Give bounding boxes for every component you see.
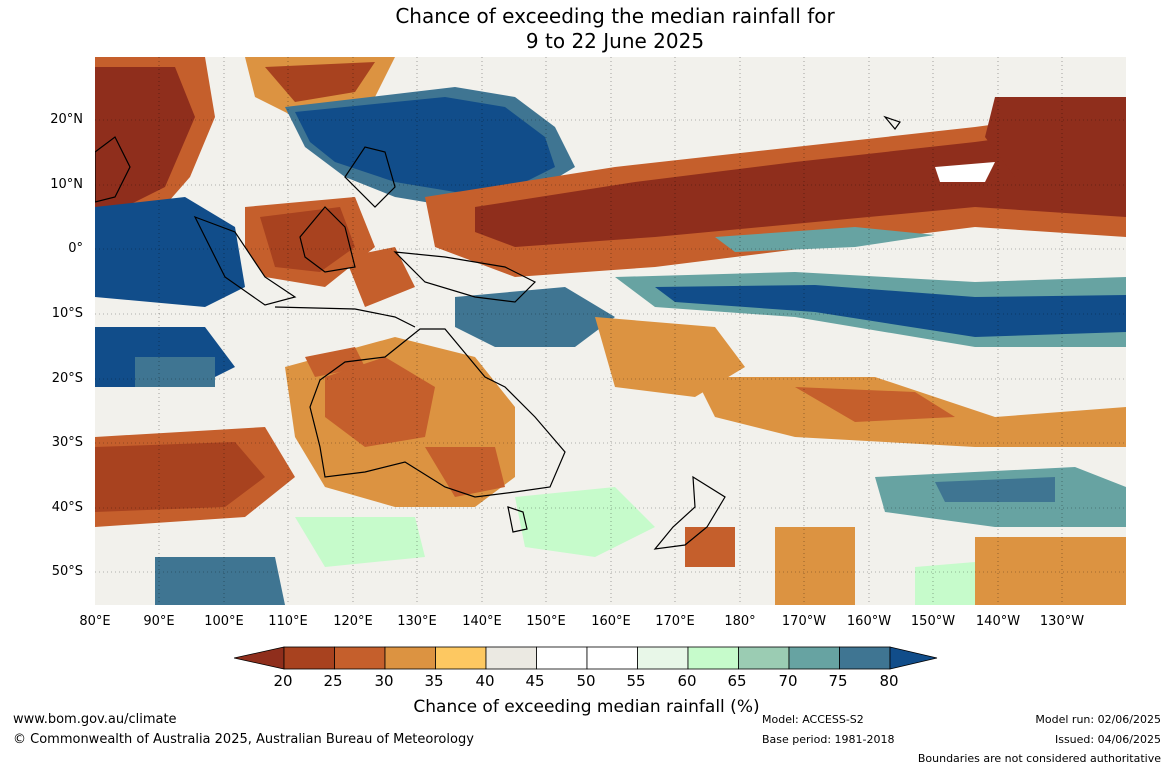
colorbar-segment: [384, 646, 436, 670]
colorbar-tick-75: 75: [828, 672, 848, 690]
colorbar-tick-60: 60: [677, 672, 697, 690]
colorbar-tick-80: 80: [879, 672, 899, 690]
colorbar-segment: [637, 646, 689, 670]
lon-label-150e: 150°E: [526, 614, 566, 629]
coastlines: [95, 115, 901, 550]
colorbar-segment: [586, 646, 638, 670]
footer-issued: Issued: 04/06/2025: [1054, 733, 1161, 746]
colorbar-tick-45: 45: [525, 672, 545, 690]
colorbar-tick-50: 50: [576, 672, 596, 690]
footer-url: www.bom.gov.au/climate: [13, 712, 177, 727]
lon-label-80e: 80°E: [79, 614, 111, 629]
lat-label-20n: 20°N: [50, 112, 83, 127]
region-south-pacific-wet-band: [455, 227, 1126, 347]
lon-label-150w: 150°W: [910, 614, 956, 629]
map-title-line1: Chance of exceeding the median rainfall …: [395, 4, 835, 28]
region-southern-ocean-mixed: [155, 467, 1126, 605]
colorbar-segment: [738, 646, 790, 670]
lon-label-180: 180°: [724, 614, 756, 629]
lon-label-160w: 160°W: [846, 614, 892, 629]
footer-model: Model: ACCESS-S2: [762, 713, 864, 726]
colorbar-segment: [485, 646, 537, 670]
colorbar-tick-40: 40: [475, 672, 495, 690]
colorbar-segment: [839, 646, 891, 670]
footer-model-run: Model run: 02/06/2025: [1035, 713, 1161, 726]
lon-label-140w: 140°W: [975, 614, 1021, 629]
colorbar: [234, 646, 938, 670]
lon-label-170e: 170°E: [655, 614, 695, 629]
lat-label-30s: 30°S: [51, 435, 83, 450]
region-western-indian-ocean-dry: [95, 57, 395, 222]
colorbar-tick-70: 70: [778, 672, 798, 690]
lat-label-10s: 10°S: [51, 306, 83, 321]
colorbar-tick-65: 65: [727, 672, 747, 690]
lon-label-170w: 170°W: [781, 614, 827, 629]
map-title: Chance of exceeding the median rainfall …: [0, 4, 1173, 54]
graticule: [95, 57, 1126, 605]
lon-label-90e: 90°E: [143, 614, 175, 629]
lat-label-50s: 50°S: [51, 564, 83, 579]
footer-disclaimer: Boundaries are not considered authoritat…: [917, 752, 1161, 765]
lat-label-20s: 20°S: [51, 371, 83, 386]
rainfall-map-canvas: [95, 57, 1126, 605]
lon-label-110e: 110°E: [268, 614, 308, 629]
region-australia-dry: [285, 337, 515, 507]
colorbar-segment: [687, 646, 739, 670]
colorbar-tick-35: 35: [424, 672, 444, 690]
colorbar-segment: [536, 646, 588, 670]
colorbar-tick-55: 55: [626, 672, 646, 690]
colorbar-segment: [334, 646, 386, 670]
lat-label-0: 0°: [68, 241, 83, 256]
colorbar-tick-30: 30: [374, 672, 394, 690]
colorbar-tick-25: 25: [323, 672, 343, 690]
lon-label-120e: 120°E: [333, 614, 373, 629]
colorbar-segment: [283, 646, 335, 670]
lat-label-10n: 10°N: [50, 177, 83, 192]
region-southern-indian-ocean-dry: [95, 427, 295, 527]
footer-copyright: © Commonwealth of Australia 2025, Austra…: [13, 732, 474, 747]
lon-label-140e: 140°E: [462, 614, 502, 629]
lon-label-130w: 130°W: [1039, 614, 1085, 629]
lat-label-40s: 40°S: [51, 500, 83, 515]
map-title-line2: 9 to 22 June 2025: [525, 29, 705, 53]
colorbar-segment: [788, 646, 840, 670]
lon-label-160e: 160°E: [591, 614, 631, 629]
region-south-pacific-dry-patches: [595, 97, 1126, 605]
rainfall-map: [95, 57, 1126, 605]
colorbar-extend-low: [234, 646, 285, 670]
lon-label-100e: 100°E: [204, 614, 244, 629]
colorbar-tick-20: 20: [273, 672, 293, 690]
colorbar-extend-high: [889, 646, 938, 670]
colorbar-segment: [435, 646, 487, 670]
region-maritime-continent-wet: [95, 87, 575, 387]
region-borneo-dry: [245, 197, 415, 307]
colorbar-label: Chance of exceeding median rainfall (%): [413, 697, 760, 717]
footer-base-period: Base period: 1981-2018: [762, 733, 895, 746]
lon-label-130e: 130°E: [397, 614, 437, 629]
